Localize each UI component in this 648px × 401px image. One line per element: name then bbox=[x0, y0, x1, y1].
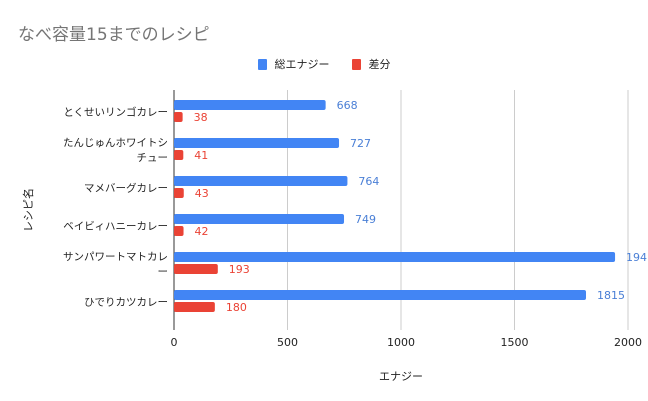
legend-item-total[interactable]: 総エナジー bbox=[257, 56, 330, 72]
x-tick-label: 0 bbox=[171, 336, 178, 349]
bar-diff bbox=[174, 264, 218, 274]
category-label: ひでりカツカレー bbox=[84, 296, 168, 309]
data-label: 1815 bbox=[597, 289, 625, 302]
legend-label-diff: 差分 bbox=[368, 58, 391, 71]
legend-item-diff[interactable]: 差分 bbox=[351, 56, 391, 72]
bar-diff bbox=[174, 150, 184, 160]
bar-diff bbox=[174, 188, 184, 198]
data-label: 193 bbox=[229, 263, 250, 276]
chart-title: なべ容量15までのレシピ bbox=[18, 25, 210, 45]
bar-total bbox=[174, 290, 587, 300]
x-tick-label: 1500 bbox=[501, 336, 529, 349]
data-label: 38 bbox=[194, 111, 208, 124]
data-label: 194 bbox=[626, 251, 647, 264]
legend: 総エナジー 差分 bbox=[0, 56, 648, 72]
x-tick-label: 1000 bbox=[387, 336, 415, 349]
bar-diff bbox=[174, 226, 184, 236]
x-axis-title: エナジー bbox=[379, 370, 423, 383]
data-label: 764 bbox=[358, 175, 379, 188]
data-label: 727 bbox=[350, 137, 371, 150]
data-label: 180 bbox=[226, 301, 247, 314]
bar-diff bbox=[174, 112, 183, 122]
bar-total bbox=[174, 138, 340, 148]
data-label: 43 bbox=[195, 187, 209, 200]
data-label: 41 bbox=[194, 149, 208, 162]
bar-total bbox=[174, 176, 348, 186]
legend-swatch-diff bbox=[351, 58, 361, 70]
bar-total bbox=[174, 100, 326, 110]
category-label: たんじゅんホワイトシチュー bbox=[63, 137, 168, 164]
x-tick-label: 500 bbox=[277, 336, 298, 349]
bar-diff bbox=[174, 302, 215, 312]
category-label: ベイビィハニーカレー bbox=[63, 220, 168, 233]
category-label: とくせいリンゴカレー bbox=[63, 106, 168, 119]
category-label: サンパワートマトカレー bbox=[63, 251, 168, 278]
data-label: 668 bbox=[337, 99, 358, 112]
legend-label-total: 総エナジー bbox=[274, 58, 330, 71]
x-tick-label: 2000 bbox=[614, 336, 642, 349]
bar-total bbox=[174, 252, 616, 262]
data-label: 749 bbox=[355, 213, 376, 226]
legend-swatch-total bbox=[257, 58, 267, 70]
category-label: マメバーグカレー bbox=[84, 182, 168, 195]
data-label: 42 bbox=[195, 225, 209, 238]
y-axis-title: レシピ名 bbox=[22, 188, 35, 232]
bar-total bbox=[174, 214, 345, 224]
